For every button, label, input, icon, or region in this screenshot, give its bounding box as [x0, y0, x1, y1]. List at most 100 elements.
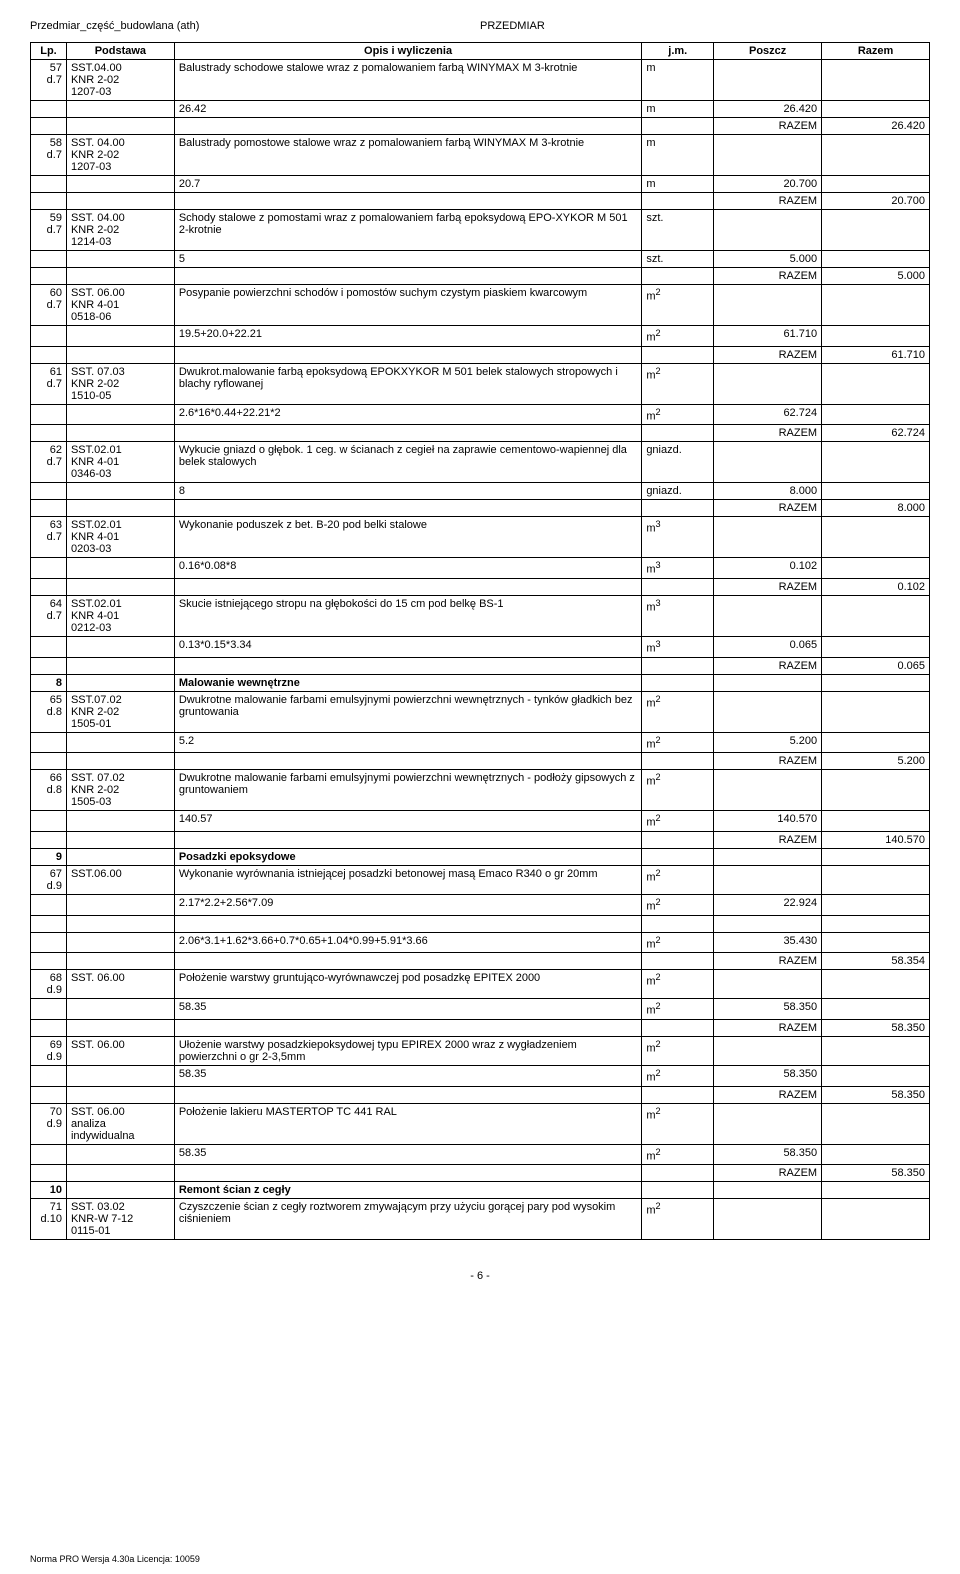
cell-jm: m2	[642, 999, 714, 1020]
cell-razem	[822, 691, 930, 732]
table-row: 71d.10SST. 03.02KNR-W 7-120115-01Czyszcz…	[31, 1199, 930, 1240]
cell-jm	[642, 500, 714, 517]
table-row: 60d.7 SST. 06.00KNR 4-010518-06Posypanie…	[31, 285, 930, 326]
cell-razem-value: 58.350	[822, 1019, 930, 1036]
table-row: 5.2m25.200	[31, 732, 930, 753]
cell-podstawa	[66, 848, 174, 865]
cell-jm: m2	[642, 1036, 714, 1065]
cell-razem	[822, 595, 930, 636]
cell-lp	[31, 636, 67, 657]
cell-lp: 57d.7	[31, 60, 67, 101]
cell-poszcz	[714, 1036, 822, 1065]
cell-razem-label: RAZEM	[714, 578, 822, 595]
cell-razem-label: RAZEM	[714, 500, 822, 517]
cell-podstawa: SST.02.01KNR 4-010346-03	[66, 442, 174, 483]
table-row: 61d.7SST. 07.03KNR 2-021510-05Dwukrot.ma…	[31, 363, 930, 404]
cell-jm: m2	[642, 811, 714, 832]
cell-poszcz: 5.000	[714, 251, 822, 268]
cell-calc: 58.35	[174, 999, 641, 1020]
cell-lp	[31, 578, 67, 595]
cell-poszcz	[714, 865, 822, 894]
cell-poszcz: 0.102	[714, 558, 822, 579]
table-row-razem: RAZEM5.000	[31, 268, 930, 285]
cell-razem	[822, 442, 930, 483]
cell-poszcz	[714, 848, 822, 865]
cell-jm	[642, 1182, 714, 1199]
cell-jm	[642, 831, 714, 848]
cell-razem-label: RAZEM	[714, 268, 822, 285]
cell-opis: Czyszczenie ścian z cegły roztworem zmyw…	[174, 1199, 641, 1240]
table-row: 68d.9SST. 06.00Położenie warstwy gruntuj…	[31, 970, 930, 999]
cell-jm: szt.	[642, 251, 714, 268]
cell-podstawa	[66, 118, 174, 135]
cell-lp	[31, 193, 67, 210]
section-title: Posadzki epoksydowe	[174, 848, 641, 865]
cell-razem	[822, 251, 930, 268]
cell-podstawa	[66, 1182, 174, 1199]
cell-opis	[174, 500, 641, 517]
cell-lp	[31, 558, 67, 579]
cell-poszcz	[714, 595, 822, 636]
cell-podstawa: SST. 06.00analiza indywidualna	[66, 1103, 174, 1144]
cell-podstawa	[66, 831, 174, 848]
cell-razem-value: 26.420	[822, 118, 930, 135]
cell-jm: m2	[642, 732, 714, 753]
cell-opis: Dwukrot.malowanie farbą epoksydową EPOKX…	[174, 363, 641, 404]
cell-razem-value: 61.710	[822, 346, 930, 363]
table-row-razem: RAZEM26.420	[31, 118, 930, 135]
header-right: PRZEDMIAR	[480, 20, 930, 32]
cell-poszcz	[714, 691, 822, 732]
cell-poszcz: 26.420	[714, 101, 822, 118]
cell-podstawa	[66, 404, 174, 425]
cell-calc: 58.35	[174, 1065, 641, 1086]
cell-lp	[31, 657, 67, 674]
cell-razem	[822, 135, 930, 176]
cell-opis: Balustrady pomostowe stalowe wraz z poma…	[174, 135, 641, 176]
page-number: - 6 -	[30, 1270, 930, 1282]
cell-jm	[642, 848, 714, 865]
cell-lp: 69d.9	[31, 1036, 67, 1065]
cell-lp	[31, 326, 67, 347]
cell-razem	[822, 363, 930, 404]
cell-jm: m2	[642, 932, 714, 953]
cell-razem	[822, 326, 930, 347]
cell-opis	[174, 753, 641, 770]
cell-razem-label: RAZEM	[714, 753, 822, 770]
cell-podstawa: SST. 07.02KNR 2-021505-03	[66, 770, 174, 811]
cell-podstawa	[66, 636, 174, 657]
table-row: 63d.7SST.02.01KNR 4-010203-03Wykonanie p…	[31, 517, 930, 558]
cell-jm	[642, 425, 714, 442]
cell-podstawa: SST.02.01KNR 4-010212-03	[66, 595, 174, 636]
cell-podstawa	[66, 268, 174, 285]
cell-jm: m2	[642, 1199, 714, 1240]
cell-razem-value: 58.350	[822, 1165, 930, 1182]
cell-podstawa	[66, 346, 174, 363]
cell-podstawa: SST. 04.00KNR 2-021214-03	[66, 210, 174, 251]
cell-podstawa	[66, 811, 174, 832]
cell-razem-value: 58.350	[822, 1086, 930, 1103]
cell-jm	[642, 346, 714, 363]
cell-jm: szt.	[642, 210, 714, 251]
cell-razem-label: RAZEM	[714, 118, 822, 135]
cell-calc: 26.42	[174, 101, 641, 118]
cell-jm	[642, 753, 714, 770]
cell-lp: 71d.10	[31, 1199, 67, 1240]
cell-lp: 58d.7	[31, 135, 67, 176]
cell-lp: 59d.7	[31, 210, 67, 251]
cell-razem-value: 140.570	[822, 831, 930, 848]
table-row: 140.57m2140.570	[31, 811, 930, 832]
cell-razem	[822, 285, 930, 326]
cell-calc: 58.35	[174, 1144, 641, 1165]
cell-opis: Dwukrotne malowanie farbami emulsyjnymi …	[174, 770, 641, 811]
cell-podstawa	[66, 578, 174, 595]
table-row: 20.7m20.700	[31, 176, 930, 193]
cell-podstawa	[66, 500, 174, 517]
table-row-razem: RAZEM58.350	[31, 1165, 930, 1182]
cell-jm	[642, 578, 714, 595]
table-header-row: Lp. Podstawa Opis i wyliczenia j.m. Posz…	[31, 43, 930, 60]
cell-razem	[822, 1199, 930, 1240]
cell-opis: Skucie istniejącego stropu na głębokości…	[174, 595, 641, 636]
cell-razem	[822, 865, 930, 894]
cell-jm: m2	[642, 865, 714, 894]
cell-razem	[822, 558, 930, 579]
